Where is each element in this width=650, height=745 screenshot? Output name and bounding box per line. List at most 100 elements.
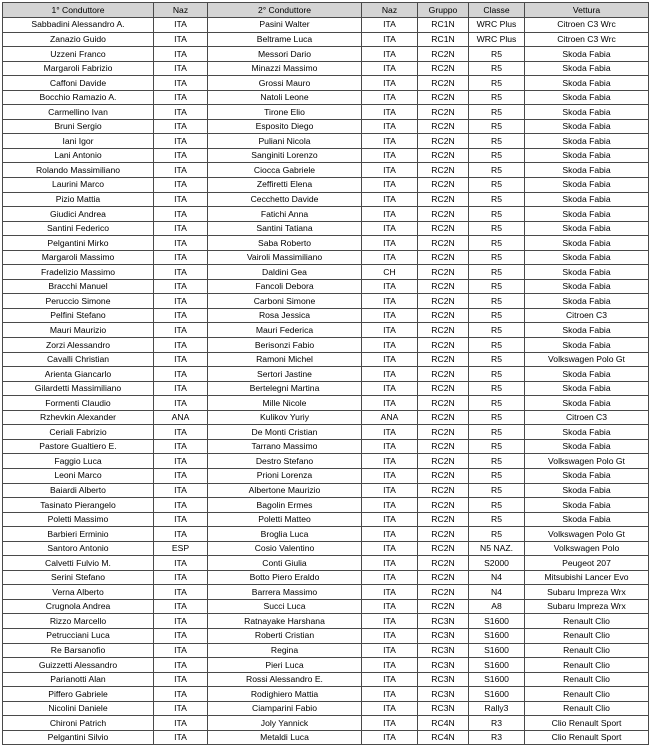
cell-classe: R5	[468, 104, 525, 120]
cell-vettura: Skoda Fabia	[524, 60, 649, 77]
cell-vettura: Skoda Fabia	[524, 191, 649, 208]
cell-driver2: Fancoli Debora	[207, 278, 362, 295]
cell-naz1: ITA	[153, 177, 208, 193]
table-row: Rizzo Marcello ITA Ratnayake Harshana ITA RC…	[2, 613, 649, 629]
cell-driver1: Bocchio Ramazio A.	[2, 89, 154, 106]
table-row: Zorzi Alessandro ITA Berisonzi Fabio ITA RC2…	[2, 337, 649, 353]
column-header-driver1: 1° Conduttore	[2, 2, 154, 18]
cell-vettura: Skoda Fabia	[524, 438, 649, 455]
cell-vettura: Skoda Fabia	[524, 235, 649, 251]
cell-naz1: ITA	[153, 46, 208, 62]
cell-gruppo: RC2N	[417, 75, 469, 91]
cell-gruppo: RC3N	[417, 613, 469, 629]
cell-naz1: ESP	[153, 540, 208, 557]
cell-naz2: ITA	[361, 293, 418, 309]
cell-gruppo: RC2N	[417, 162, 469, 179]
table-row: Chironi Patrich ITA Joly Yannick ITA RC4N R3 C…	[2, 715, 649, 731]
table-row: Parianotti Alan ITA Rossi Alessandro E. ITA…	[2, 671, 649, 688]
table-row: Santoro Antonio ESP Cosio Valentino ITA RC2N…	[2, 540, 649, 557]
cell-classe: R5	[468, 409, 525, 426]
cell-vettura: Clio Renault Sport	[524, 729, 649, 745]
cell-naz1: ITA	[153, 569, 208, 586]
cell-driver2: Metaldi Luca	[207, 729, 362, 745]
table-row: Baiardi Alberto ITA Albertone Maurizio ITA R…	[2, 482, 649, 499]
cell-classe: R3	[468, 729, 525, 745]
cell-driver2: Destro Stefano	[207, 453, 362, 469]
cell-driver2: Ciocca Gabriele	[207, 162, 362, 179]
cell-naz1: ITA	[153, 380, 208, 397]
cell-classe: R5	[468, 60, 525, 77]
column-header-vettura: Vettura	[524, 2, 649, 18]
cell-driver1: Santini Federico	[2, 220, 154, 237]
table-row: Zanazio Guido ITA Beltrame Luca ITA RC1N WRC …	[2, 31, 649, 48]
cell-driver1: Verna Alberto	[2, 584, 154, 600]
cell-driver1: Rzhevkin Alexander	[2, 409, 154, 426]
cell-driver1: Re Barsanofio	[2, 642, 154, 659]
cell-classe: R5	[468, 191, 525, 208]
cell-driver1: Pelgantini Silvio	[2, 729, 154, 745]
cell-naz2: CH	[361, 264, 418, 280]
cell-vettura: Skoda Fabia	[524, 147, 649, 164]
cell-gruppo: RC2N	[417, 104, 469, 120]
cell-driver1: Formenti Claudio	[2, 395, 154, 411]
table-header-row: 1° Conduttore Naz 2° Conduttore Naz Grup…	[2, 2, 649, 18]
cell-classe: R5	[468, 235, 525, 251]
cell-driver2: Bertelegni Martina	[207, 380, 362, 397]
cell-gruppo: RC2N	[417, 438, 469, 455]
table-row: Pizio Mattia ITA Cecchetto Davide ITA RC2N R5…	[2, 191, 649, 208]
cell-driver2: Prioni Lorenza	[207, 467, 362, 484]
cell-vettura: Skoda Fabia	[524, 337, 649, 353]
cell-classe: WRC Plus	[468, 17, 525, 33]
cell-gruppo: RC2N	[417, 584, 469, 600]
cell-driver1: Baiardi Alberto	[2, 482, 154, 499]
cell-naz2: ITA	[361, 337, 418, 353]
cell-driver2: Rosa Jessica	[207, 307, 362, 324]
cell-driver1: Mauri Maurizio	[2, 322, 154, 339]
cell-classe: R5	[468, 278, 525, 295]
cell-naz2: ITA	[361, 555, 418, 571]
cell-vettura: Clio Renault Sport	[524, 715, 649, 731]
cell-naz1: ITA	[153, 657, 208, 673]
cell-driver1: Pastore Gualtiero E.	[2, 438, 154, 455]
table-row: Pelgantini Mirko ITA Saba Roberto ITA RC2N R5…	[2, 235, 649, 251]
cell-gruppo: RC2N	[417, 467, 469, 484]
cell-classe: R5	[468, 337, 525, 353]
cell-naz1: ITA	[153, 627, 208, 644]
cell-naz1: ITA	[153, 671, 208, 688]
cell-vettura: Skoda Fabia	[524, 162, 649, 179]
cell-gruppo: RC3N	[417, 686, 469, 702]
cell-driver2: Poletti Matteo	[207, 511, 362, 528]
table-row: Cavalli Christian ITA Ramoni Michel ITA RC2N…	[2, 351, 649, 368]
cell-gruppo: RC3N	[417, 642, 469, 659]
cell-vettura: Skoda Fabia	[524, 177, 649, 193]
cell-classe: R3	[468, 715, 525, 731]
cell-naz1: ITA	[153, 118, 208, 135]
cell-naz1: ITA	[153, 147, 208, 164]
cell-gruppo: RC3N	[417, 657, 469, 673]
cell-classe: S1600	[468, 642, 525, 659]
cell-classe: S1600	[468, 657, 525, 673]
cell-classe: R5	[468, 351, 525, 368]
cell-naz2: ITA	[361, 467, 418, 484]
cell-driver1: Uzzeni Franco	[2, 46, 154, 62]
cell-vettura: Citroen C3	[524, 307, 649, 324]
cell-naz1: ITA	[153, 555, 208, 571]
cell-driver1: Pelfini Stefano	[2, 307, 154, 324]
cell-driver2: Kulikov Yuriy	[207, 409, 362, 426]
cell-classe: R5	[468, 118, 525, 135]
cell-naz2: ITA	[361, 177, 418, 193]
cell-naz1: ITA	[153, 438, 208, 455]
cell-naz1: ITA	[153, 526, 208, 542]
cell-classe: R5	[468, 526, 525, 542]
cell-driver1: Caffoni Davide	[2, 75, 154, 91]
cell-vettura: Skoda Fabia	[524, 497, 649, 513]
cell-naz1: ITA	[153, 686, 208, 702]
table-body: Sabbadini Alessandro A. ITA Pasini Walter I…	[2, 17, 649, 745]
cell-vettura: Skoda Fabia	[524, 206, 649, 222]
table-row: Pelgantini Silvio ITA Metaldi Luca ITA RC4N R…	[2, 729, 649, 745]
cell-gruppo: RC2N	[417, 133, 469, 149]
cell-gruppo: RC2N	[417, 540, 469, 557]
cell-vettura: Skoda Fabia	[524, 380, 649, 397]
cell-naz2: ITA	[361, 686, 418, 702]
cell-naz1: ITA	[153, 278, 208, 295]
